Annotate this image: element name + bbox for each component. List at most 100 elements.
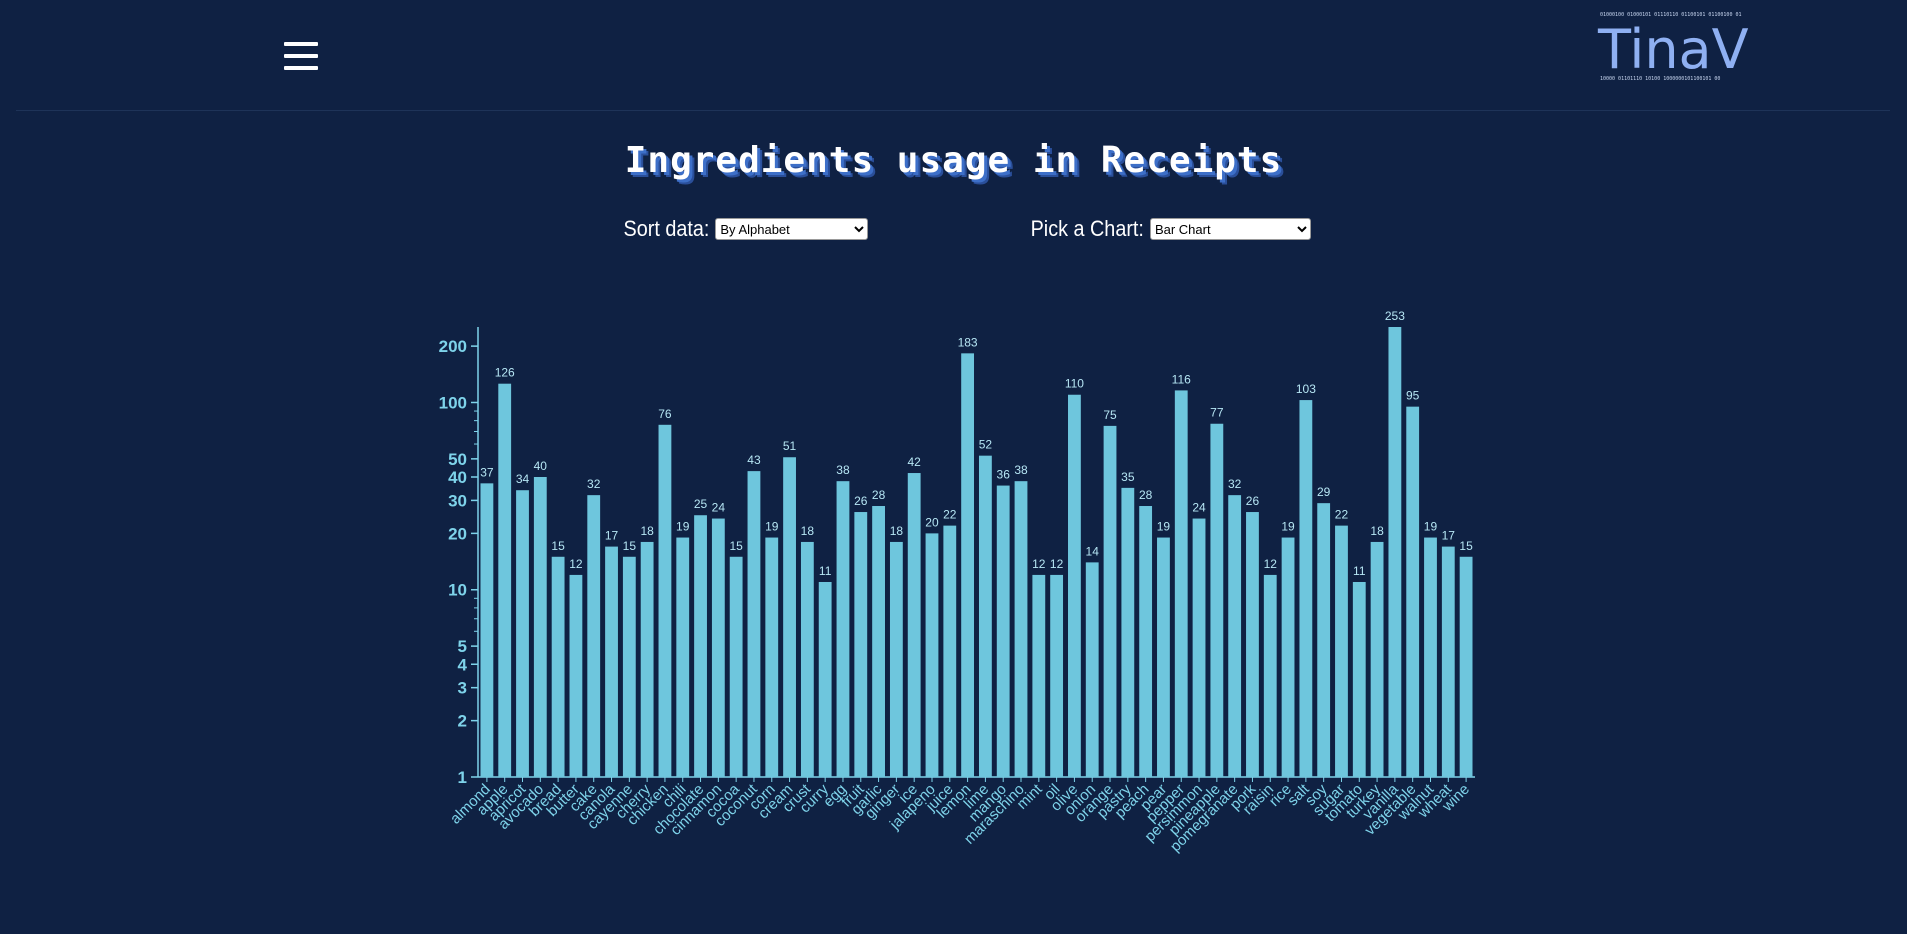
bar	[1317, 503, 1331, 777]
data-label: 11	[1353, 564, 1366, 578]
bar	[1014, 481, 1028, 777]
bar	[1281, 537, 1295, 777]
y-tick-label: 1	[458, 768, 467, 787]
bar	[836, 481, 850, 777]
data-label: 76	[658, 407, 672, 421]
bar	[658, 424, 672, 777]
bar	[783, 457, 796, 777]
data-label: 24	[1192, 501, 1206, 515]
data-label: 38	[836, 463, 850, 477]
bar	[747, 471, 761, 777]
data-label: 15	[729, 539, 743, 553]
data-label: 28	[1139, 488, 1153, 502]
bar	[622, 556, 636, 777]
bar	[765, 537, 779, 777]
data-label: 26	[854, 494, 868, 508]
bar	[1352, 581, 1366, 777]
data-label: 32	[587, 477, 601, 491]
bar	[800, 541, 814, 777]
data-label: 17	[605, 529, 619, 543]
data-label: 116	[1172, 372, 1191, 386]
data-label: 15	[1459, 539, 1473, 553]
data-label: 183	[958, 335, 978, 349]
menu-line	[284, 54, 318, 58]
y-tick-label: 40	[448, 468, 467, 487]
svg-text:10000 01101110 10100 100000010: 10000 01101110 10100 1000000101100101 00	[1600, 76, 1720, 82]
bar	[907, 473, 921, 777]
logo-text: TinaV	[1597, 18, 1749, 81]
bar	[551, 556, 565, 777]
y-tick-label: 100	[439, 393, 467, 412]
y-tick-label: 10	[448, 581, 467, 600]
data-label: 34	[516, 472, 530, 486]
chart-type-label: Pick a Chart:	[1030, 216, 1144, 241]
data-label: 19	[676, 520, 690, 534]
logo[interactable]: 01000100 01000101 01110110 01100101 0110…	[1594, 12, 1764, 82]
data-label: 24	[712, 501, 726, 515]
y-tick-label: 3	[458, 679, 467, 698]
data-label: 77	[1210, 406, 1224, 420]
data-label: 22	[1335, 508, 1349, 522]
bar	[1174, 390, 1188, 777]
bar	[587, 495, 601, 777]
bar	[1210, 423, 1224, 777]
bar	[1299, 400, 1313, 777]
bar	[872, 506, 885, 777]
data-label: 25	[694, 497, 708, 511]
data-label: 12	[1032, 557, 1046, 571]
bar	[1192, 518, 1206, 777]
bar	[640, 541, 654, 777]
bar	[729, 556, 743, 777]
data-label: 20	[925, 515, 939, 529]
data-label: 19	[1281, 520, 1295, 534]
bar	[1424, 537, 1437, 777]
data-label: 32	[1228, 477, 1242, 491]
y-tick-label: 20	[448, 524, 467, 543]
sort-select[interactable]: By Alphabet	[715, 218, 869, 240]
data-label: 37	[480, 465, 494, 479]
bar	[996, 485, 1010, 777]
data-label: 103	[1296, 382, 1316, 396]
y-tick-label: 200	[439, 337, 467, 356]
bar	[854, 512, 868, 777]
y-tick-label: 2	[458, 712, 467, 731]
bar	[1139, 506, 1153, 777]
svg-text:01000100 01000101 01110110 011: 01000100 01000101 01110110 01100101 0110…	[1600, 12, 1741, 18]
data-label: 17	[1442, 529, 1456, 543]
data-label: 18	[890, 524, 904, 538]
data-label: 52	[979, 438, 993, 452]
bar	[569, 574, 583, 777]
bar	[694, 515, 707, 777]
data-label: 36	[997, 468, 1011, 482]
data-label: 15	[623, 539, 637, 553]
data-label: 75	[1103, 408, 1117, 422]
data-label: 29	[1317, 485, 1331, 499]
hamburger-menu-icon[interactable]	[284, 40, 318, 72]
bar	[1157, 537, 1170, 777]
bar	[1441, 546, 1455, 777]
bar	[516, 490, 529, 777]
menu-line	[284, 42, 318, 46]
chart-type-control: Pick a Chart: Bar Chart	[1018, 216, 1311, 242]
bar	[925, 533, 939, 777]
bar	[1263, 574, 1277, 777]
data-label: 12	[569, 557, 583, 571]
bar	[605, 546, 618, 777]
menu-line	[284, 66, 318, 70]
data-label: 12	[1264, 557, 1278, 571]
page-title: Ingredients usage in Receipts	[624, 140, 1283, 181]
bar	[1032, 574, 1046, 777]
bar	[1388, 327, 1402, 777]
y-tick-label: 5	[458, 637, 467, 656]
bar	[498, 383, 512, 777]
data-label: 18	[801, 524, 815, 538]
data-label: 42	[908, 455, 922, 469]
chart-type-select[interactable]: Bar Chart	[1149, 218, 1311, 240]
bar	[1068, 394, 1081, 777]
bar	[1228, 495, 1242, 777]
data-label: 95	[1406, 389, 1420, 403]
data-label: 35	[1121, 470, 1135, 484]
data-label: 26	[1246, 494, 1260, 508]
data-label: 18	[640, 524, 654, 538]
bar	[1085, 562, 1099, 777]
